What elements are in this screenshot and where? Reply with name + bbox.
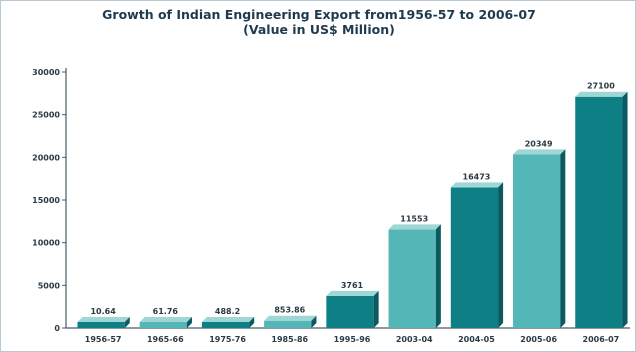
bar-side-2003-04 — [435, 224, 441, 328]
bar-1956-57 — [77, 322, 125, 328]
bars — [77, 91, 628, 328]
y-tick-label: 25000 — [32, 111, 60, 120]
data-label-2005-06: 20349 — [525, 139, 553, 148]
bar-top-2004-05 — [450, 182, 504, 188]
y-tick-label: 10000 — [32, 239, 60, 248]
y-tick-label: 20000 — [32, 153, 60, 162]
bar-1995-96 — [326, 295, 374, 328]
x-tick-label-1985-86: 1985-86 — [271, 335, 308, 344]
data-label-1975-76: 488.2 — [215, 307, 240, 316]
y-tick-label: 0 — [54, 324, 60, 333]
data-label-1956-57: 10.64 — [90, 307, 116, 316]
bar-top-1956-57 — [77, 317, 130, 322]
x-tick-label-2005-06: 2005-06 — [520, 335, 557, 344]
x-tick-label-2006-07: 2006-07 — [583, 335, 620, 344]
bar-top-1995-96 — [326, 290, 379, 296]
bar-top-2003-04 — [388, 224, 441, 230]
x-tick-label-1975-76: 1975-76 — [209, 335, 246, 344]
bar-2003-04 — [388, 229, 436, 328]
x-tick-label-1995-96: 1995-96 — [334, 335, 371, 344]
bar-2004-05 — [450, 187, 499, 328]
bar-side-2005-06 — [560, 149, 566, 328]
chart-subtitle: (Value in US$ Million) — [243, 22, 395, 37]
data-label-2003-04: 11553 — [400, 214, 428, 223]
y-tick-label: 15000 — [32, 196, 60, 205]
bar-top-2006-07 — [575, 91, 628, 97]
data-label-2004-05: 16473 — [463, 172, 491, 181]
data-label-1965-66: 61.76 — [153, 307, 179, 316]
x-tick-label-1956-57: 1956-57 — [85, 335, 122, 344]
bar-1975-76 — [201, 322, 250, 328]
bar-2005-06 — [513, 154, 561, 328]
bar-side-1965-66 — [186, 317, 192, 328]
bar-side-1995-96 — [373, 290, 379, 328]
bar-top-1985-86 — [264, 315, 317, 321]
bar-side-2004-05 — [498, 182, 504, 328]
bar-top-2005-06 — [513, 149, 566, 155]
labels: 10.64 1956-57 61.76 1965-66 488.2 1975-76 853.… — [85, 82, 619, 344]
chart-title-block: Growth of Indian Engineering Export from… — [1, 7, 636, 37]
bar-2006-07 — [575, 96, 623, 328]
bar-side-1985-86 — [311, 315, 317, 328]
bar-side-1975-76 — [249, 317, 255, 328]
data-label-1995-96: 3761 — [341, 281, 364, 290]
bar-top-1975-76 — [201, 317, 255, 322]
bar-1985-86 — [264, 320, 312, 328]
data-label-2006-07: 27100 — [587, 82, 615, 91]
y-tick-label: 5000 — [38, 281, 61, 290]
x-tick-label-2004-05: 2004-05 — [458, 335, 495, 344]
bar-top-1965-66 — [139, 317, 192, 322]
data-label-1985-86: 853.86 — [274, 306, 305, 315]
x-tick-label-2003-04: 2003-04 — [396, 335, 433, 344]
x-tick-label-1965-66: 1965-66 — [147, 335, 184, 344]
bar-1965-66 — [139, 322, 187, 328]
bar-side-1956-57 — [124, 317, 130, 328]
chart-title: Growth of Indian Engineering Export from… — [102, 7, 536, 22]
y-tick-label: 30000 — [32, 68, 60, 77]
bar-side-2006-07 — [622, 91, 628, 328]
